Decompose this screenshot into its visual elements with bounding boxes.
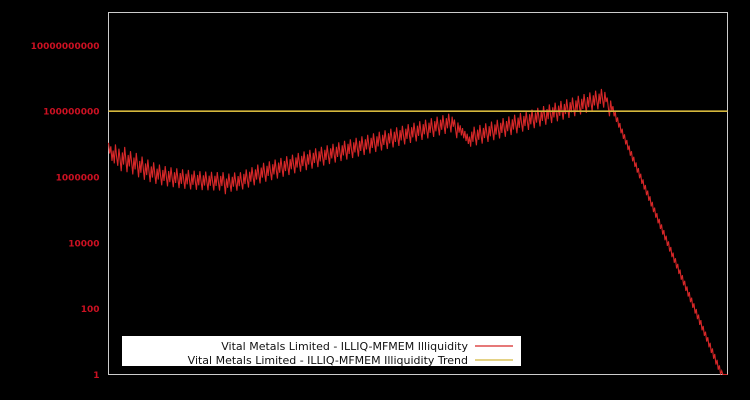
- y-axis-tick-label: 10000000000: [31, 42, 100, 52]
- legend-label: Vital Metals Limited - ILLIQ-MFMEM Illiq…: [188, 354, 468, 367]
- y-axis-tick-label: 10000: [68, 239, 99, 249]
- chart-legend[interactable]: Vital Metals Limited - ILLIQ-MFMEM Illiq…: [122, 336, 521, 367]
- y-axis-tick-label: 100: [81, 305, 100, 315]
- y-axis-tick-label: 100000000: [43, 108, 99, 118]
- legend-label: Vital Metals Limited - ILLIQ-MFMEM Illiq…: [221, 340, 468, 353]
- y-axis-tick-label: 1000000: [56, 174, 100, 184]
- y-axis-tick-labels: 10000000000 100000000 1000000 10000 100 1: [31, 42, 100, 381]
- illiquidity-line: [107, 88, 728, 376]
- plot-frame: [108, 12, 728, 375]
- legend-background: [122, 336, 521, 366]
- data-series-group: [107, 88, 728, 376]
- y-axis-tick-label: 1: [93, 371, 99, 381]
